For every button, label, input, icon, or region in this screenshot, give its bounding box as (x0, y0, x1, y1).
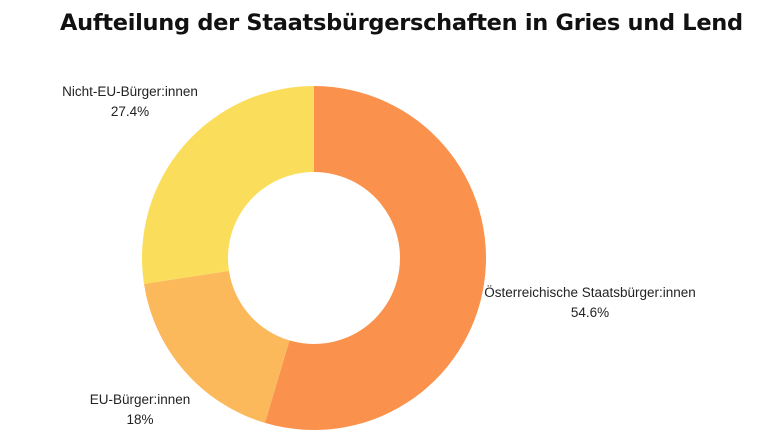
slice-value-3: 27.4% (111, 104, 149, 119)
chart-title: Aufteilung der Staatsbürgerschaften in G… (60, 10, 743, 36)
donut-slices (142, 86, 486, 430)
slice-2 (143, 270, 290, 423)
slice-label-1: Österreichische Staatsbürger:innen (484, 285, 696, 300)
slice-value-1: 54.6% (571, 305, 609, 320)
slice-1 (264, 86, 486, 430)
slice-label-3: Nicht-EU-Bürger:innen (62, 84, 198, 99)
slice-3 (142, 86, 314, 284)
slice-value-2: 18% (126, 412, 153, 427)
slice-label-2: EU-Bürger:innen (90, 392, 191, 407)
slice-labels: Österreichische Staatsbürger:innen 54.6% E… (62, 84, 696, 427)
